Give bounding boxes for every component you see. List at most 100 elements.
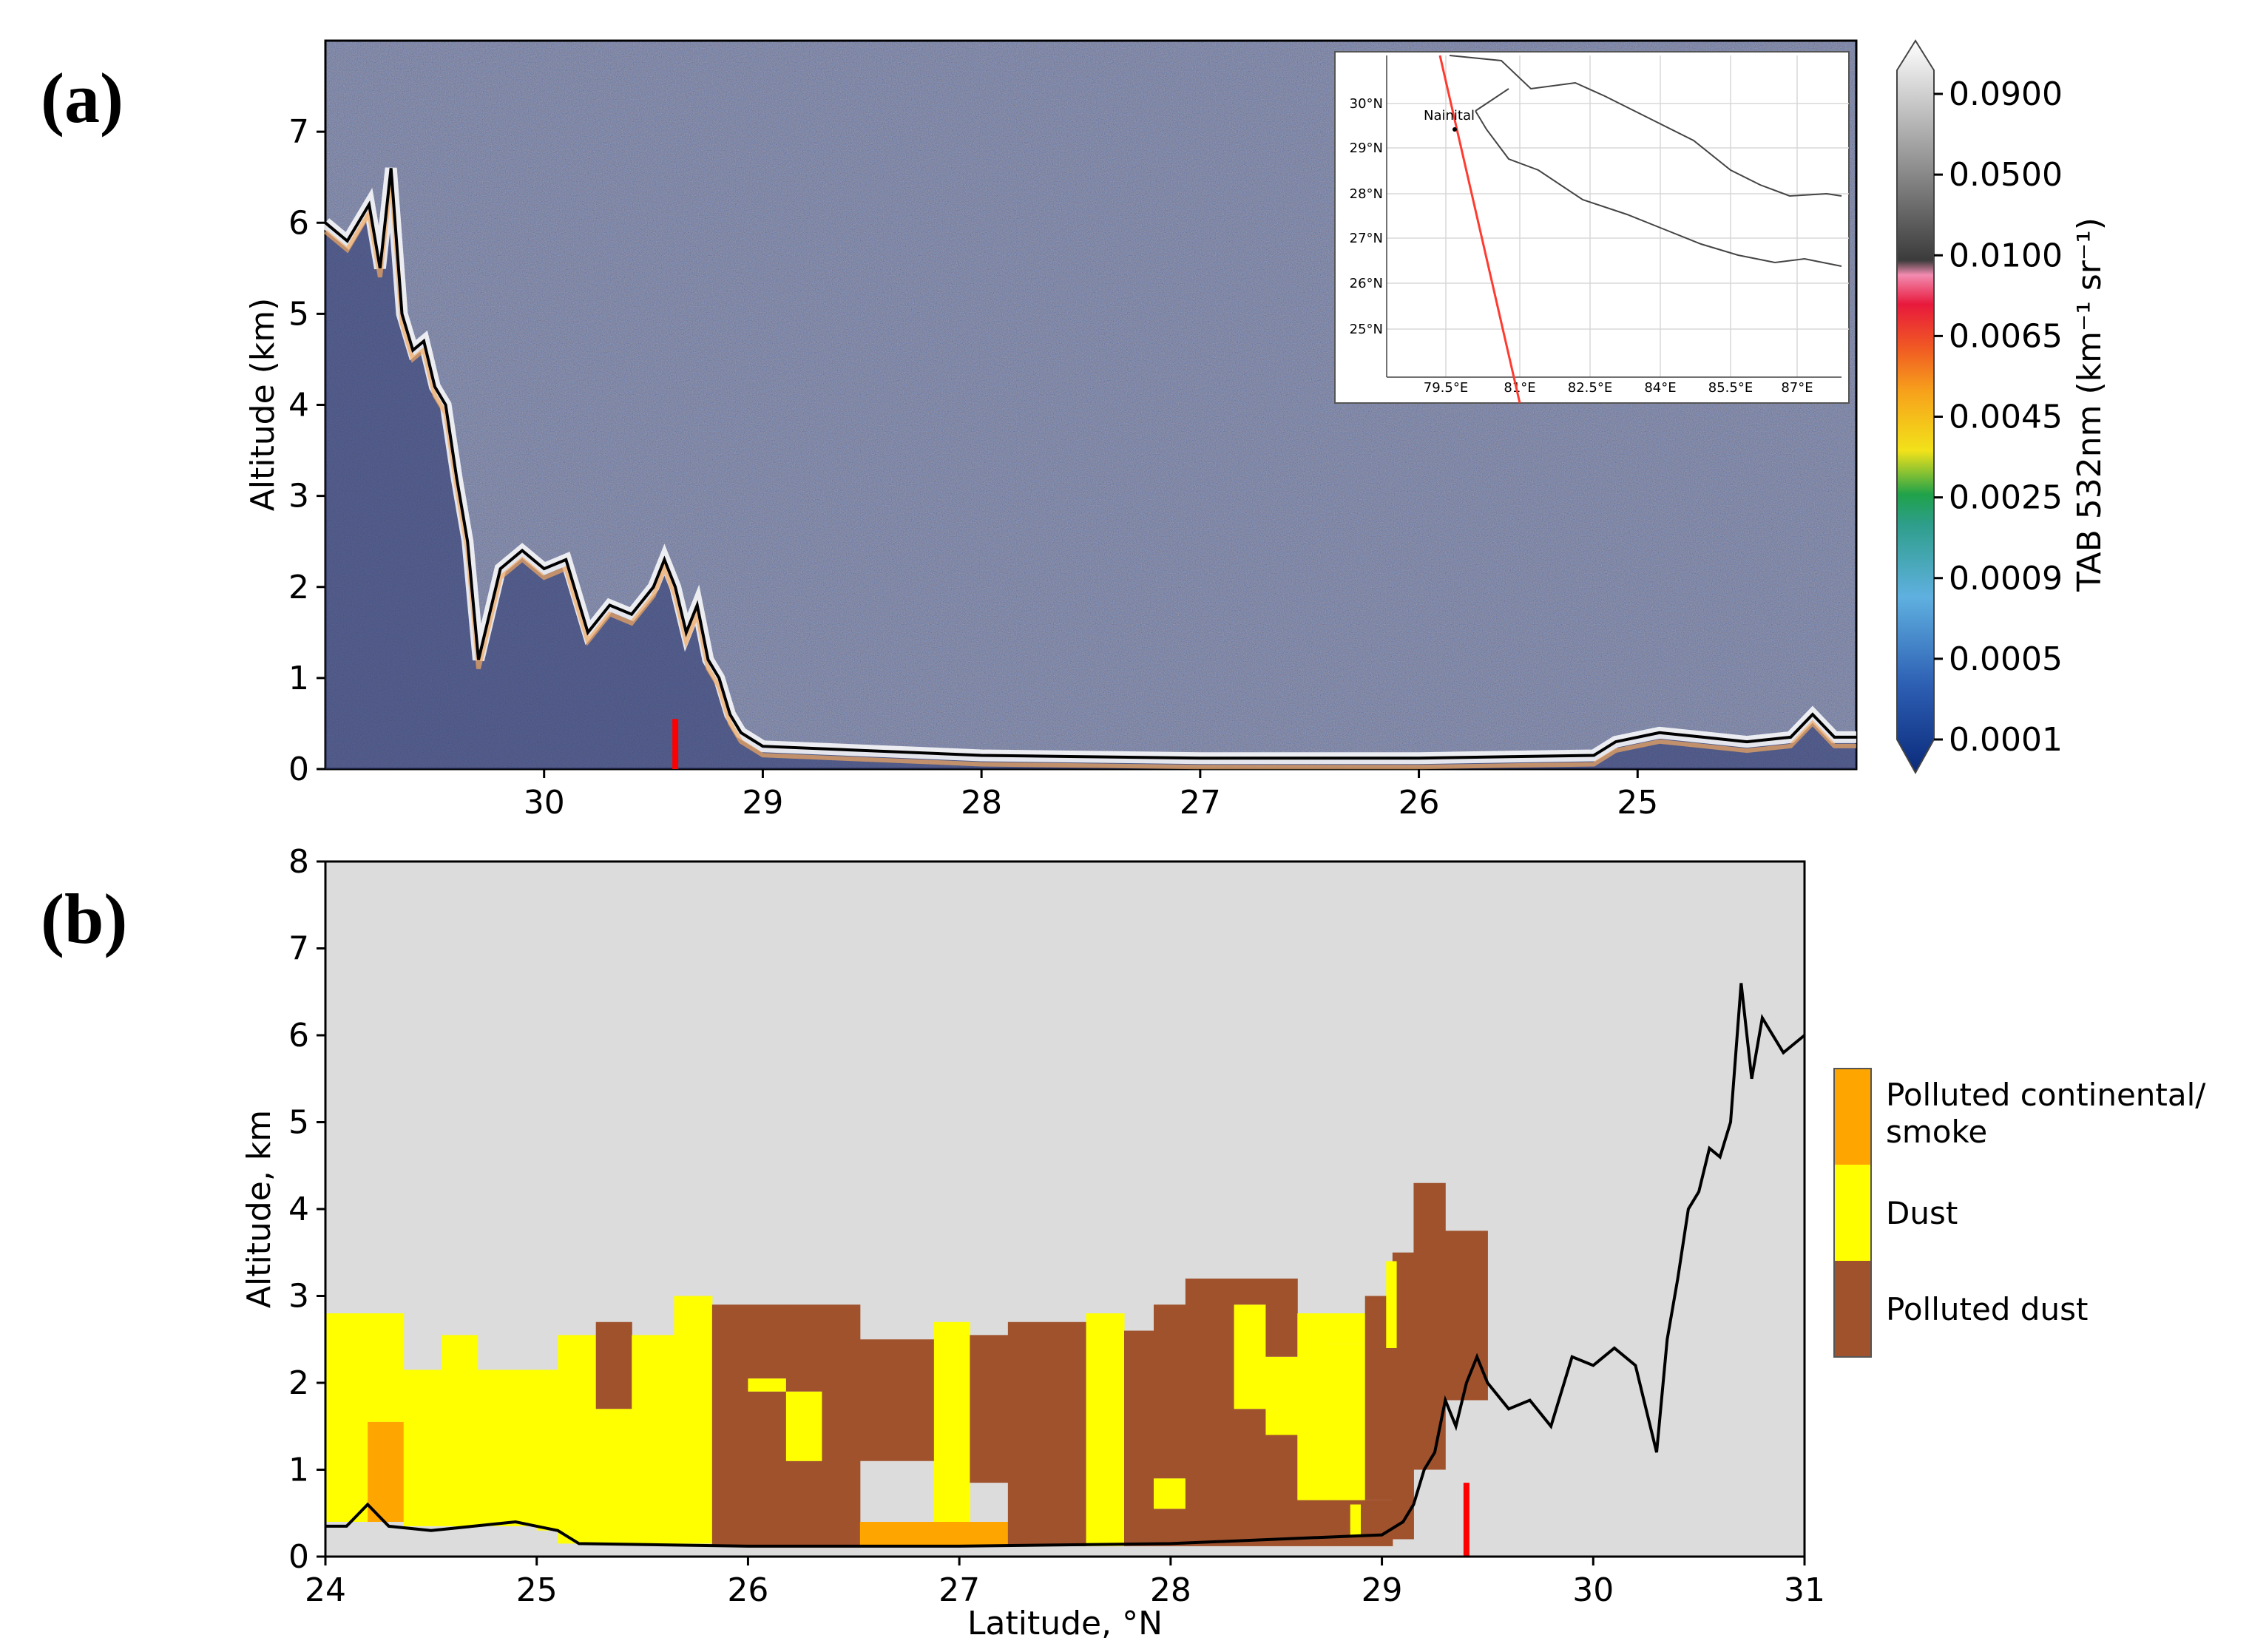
aerosol-cell-pdust [1185,1279,1235,1546]
aerosol-cell-pdust [1124,1330,1154,1546]
x-tick-label-b: 24 [305,1571,346,1609]
panel-a-plot: 30 29 28 27 26 25 0 1 2 3 4 5 6 7 Altitude (km) 30°N… [244,39,2108,822]
aerosol-cell-pdust [595,1321,632,1409]
x-tick-label-a: 27 [1180,784,1221,822]
aerosol-cell-smoke [859,1522,935,1546]
x-tick-label-a: 26 [1399,784,1440,822]
inset-lat-label: 28°N [1350,186,1383,202]
y-tick-label-a: 1 [288,660,309,697]
inset-lat-label: 30°N [1350,96,1383,112]
inset-lon-label: 87°E [1781,380,1813,396]
aerosol-cell-pdust [748,1304,787,1379]
inset-map-grid: 30°N 29°N 28°N 27°N 26°N 25°N 79.5°E 81°E 82.5°E… [1350,55,1849,396]
y-tick-label-b: 7 [288,930,309,968]
aerosol-cell-dust [1154,1478,1186,1509]
aerosol-cell-pdust [1234,1409,1266,1546]
aerosol-cell-dust [536,1370,558,1531]
inset-map-frame [1334,51,1850,404]
y-tick-label-a: 2 [288,569,309,606]
aerosol-cell-pdust [711,1365,748,1546]
x-tick-label-a: 28 [961,784,1002,822]
inset-map-place-label: Nainital [1424,108,1475,123]
aerosol-cell-dust [368,1313,405,1422]
aerosol-cell-pdust [748,1391,787,1546]
panel-a-y-axis: 0 1 2 3 4 5 6 7 [288,113,325,788]
y-tick-label-b: 1 [288,1452,309,1489]
panel-b-y-axis: 0 1 2 3 4 5 6 7 8 [288,843,325,1576]
aerosol-cell-pdust [1154,1304,1186,1479]
profile-line-b [325,983,1806,1548]
inset-lon-label: 81°E [1504,380,1535,396]
colorbar-label: TAB 532nm (km⁻¹ sr⁻¹) [2071,217,2108,592]
inset-map-track [1438,55,1521,404]
panel-b-x-axis-label: Latitude, °N [967,1605,1163,1642]
aerosol-cell-dust [1386,1261,1397,1348]
legend-label: smoke [1886,1114,1987,1150]
aerosol-cell-dust [1329,1313,1366,1344]
colorbar-tick-label: 0.0900 [1949,75,2063,113]
aerosol-cell-dust [403,1370,442,1526]
y-tick-label-b: 5 [288,1104,309,1142]
below-surface-region [325,168,1856,769]
aerosol-cell-dust [674,1296,713,1544]
x-tick-label-b: 31 [1784,1571,1825,1609]
aerosol-cell-dust [1234,1304,1266,1409]
colorbar-tick-label: 0.0100 [1949,237,2063,274]
panel-b-x-axis: 24 25 26 27 28 29 30 31 [305,1557,1825,1609]
x-tick-label-a: 29 [742,784,783,822]
panel-a-y-axis-label: Altitude (km) [244,298,282,512]
inset-lat-label: 29°N [1350,141,1383,156]
x-tick-label-b: 30 [1572,1571,1614,1609]
x-tick-label-b: 25 [516,1571,558,1609]
panel-b-profile-line [325,983,1806,1548]
colorbar-tick-label: 0.0009 [1949,560,2063,598]
nainital-location-marker [1452,127,1457,132]
legend-label: Dust [1886,1195,1958,1231]
aerosol-cell-pdust [1154,1509,1186,1546]
aerosol-cell-smoke [970,1522,1009,1546]
y-tick-label-a: 4 [288,387,309,424]
y-tick-label-a: 7 [288,113,309,151]
colorbar-ticks: 0.0900 0.0500 0.0100 0.0065 0.0045 0.0025 0.00… [1934,75,2063,759]
aerosol-cell-pdust [970,1335,1009,1483]
colorbar-tick-label: 0.0045 [1949,399,2063,436]
panel-a-x-axis: 30 29 28 27 26 25 [524,769,1658,822]
x-tick-label-b: 29 [1362,1571,1403,1609]
aerosol-cell-smoke [933,1522,970,1546]
colorbar: 0.0900 0.0500 0.0100 0.0065 0.0045 0.0025 0.00… [1896,39,2108,775]
aerosol-cell-smoke [368,1421,405,1522]
y-tick-label-b: 3 [288,1278,309,1316]
y-tick-label-b: 0 [288,1538,309,1576]
aerosol-cell-pdust [1445,1230,1488,1401]
x-tick-label-b: 28 [1150,1571,1191,1609]
aerosol-cell-dust [1329,1344,1366,1500]
aerosol-cell-pdust [1364,1500,1393,1546]
y-tick-label-a: 0 [288,751,309,788]
aerosol-cell-pdust [1007,1321,1087,1546]
aerosol-cell-dust [595,1409,632,1544]
profile-line-a [324,168,1856,760]
aerosol-cell-dust [632,1335,674,1544]
aerosol-cell-dust [477,1370,538,1526]
x-tick-label-a: 25 [1617,784,1658,822]
y-tick-label-a: 5 [288,295,309,333]
x-tick-label-b: 26 [727,1571,768,1609]
panel-label-b: (b) [41,879,127,958]
y-tick-label-b: 8 [288,843,309,881]
inset-lat-label: 26°N [1350,276,1383,291]
panel-label-a: (a) [41,58,124,138]
aerosol-cell-dust [1086,1313,1125,1546]
legend-label: Polluted dust [1886,1291,2088,1327]
aerosol-cell-pdust [785,1304,822,1392]
inset-lat-label: 25°N [1350,322,1383,337]
legend-swatch-dust [1834,1165,1871,1261]
legend-swatch-polluted-continental-smoke [1834,1069,1871,1165]
aerosol-cell-dust [1350,1504,1361,1535]
colorbar-body [1896,39,1935,775]
inset-map: 30°N 29°N 28°N 27°N 26°N 25°N 79.5°E 81°E 82.5°E… [1334,51,1850,404]
legend: Polluted continental/smoke Dust Polluted d… [1833,1068,2206,1358]
colorbar-tick-label: 0.0065 [1949,317,2063,355]
y-tick-label-b: 6 [288,1017,309,1054]
aerosol-cell-dust [1265,1356,1298,1435]
